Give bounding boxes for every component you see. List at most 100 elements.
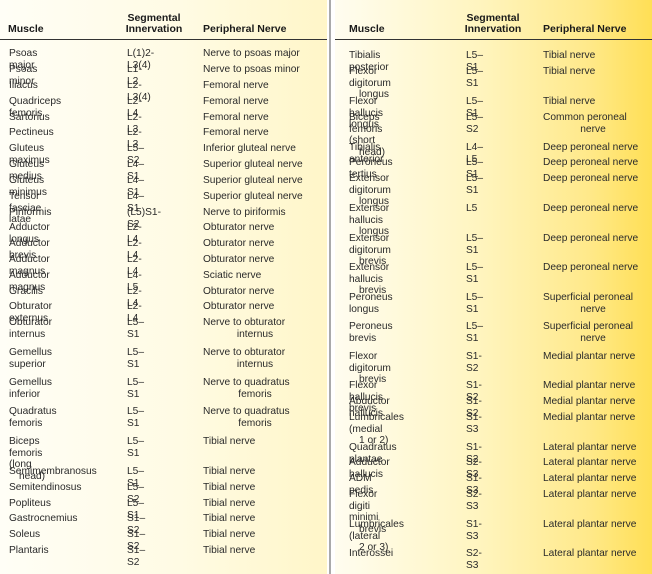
segmental-innervation: (L5)S1-S2 (127, 207, 161, 230)
muscle-name: Flexor digitorum (349, 66, 391, 89)
muscle-name: Flexor hallucis brevis (349, 380, 383, 414)
muscle-cell: Lumbricales (lateral 2 or 3) (349, 519, 404, 554)
peripheral-nerve: Lateral plantar nerve (543, 519, 643, 531)
segmental-innervation: L2-L4 (127, 254, 142, 277)
segmental-innervation: L5–S1 (466, 157, 483, 180)
segmental-innervation: L5–S1 (127, 377, 144, 400)
segmental-innervation: L2-L4 (127, 286, 142, 309)
segmental-innervation: L5–S1 (466, 262, 483, 285)
peripheral-nerve: Nerve to obturator internus (203, 317, 307, 340)
muscle-cell: Flexor digitorum longus (349, 66, 391, 101)
muscle-cell: Interossei (349, 548, 393, 560)
nerve-name: Lateral plantar nerve (543, 442, 637, 453)
muscle-name: Flexor digitorum (349, 351, 391, 374)
segmental-innervation: L5–S1 (466, 292, 483, 315)
right-panel (335, 0, 652, 574)
muscle-cell: Quadriceps femoris (9, 96, 61, 119)
nerve-name: Nerve to piriformis (203, 207, 286, 218)
nerve-name: Nerve to psoas minor (203, 64, 300, 75)
muscle-cell: Quadratus femoris (9, 406, 57, 429)
muscle-cell: Psoas major (9, 48, 37, 71)
segmental-innervation: L2-L3 (127, 112, 142, 135)
muscle-cell: Obturator internus (9, 317, 52, 340)
peripheral-nerve: Nerve to piriformis (203, 207, 307, 219)
muscle-cell: Biceps femoris (long head) (9, 436, 45, 482)
muscle-cell: Adductor hallucis (349, 457, 390, 480)
muscle-cell: Gracilis (9, 286, 43, 298)
segmental-innervation: L4–L5 (466, 142, 483, 165)
muscle-cell: Extensor hallucis brevis (349, 262, 389, 297)
muscle-name-continued: 2 or 3) (359, 542, 389, 553)
segmental-innervation: L5–S1 (127, 466, 144, 489)
header-segmental-line2: Innervation (464, 23, 522, 35)
peripheral-nerve: Medial plantar nerve (543, 396, 643, 408)
segmental-innervation: S1–S2 (127, 513, 146, 536)
muscle-name: Semitendinosus (9, 482, 82, 493)
muscle-name: Adductor hallucis (349, 457, 390, 480)
muscle-name: Adductor longus (9, 222, 50, 245)
nerve-name-continued: femoris (238, 417, 272, 429)
muscle-name: Abductor hallucis (349, 396, 390, 419)
header-segmental-line2: Innervation (125, 23, 183, 35)
nerve-name: Lateral plantar nerve (543, 457, 637, 468)
header-segmental-line1: Segmental (127, 12, 181, 24)
nerve-name: Deep peroneal nerve (543, 233, 639, 244)
muscle-cell: ADM pedis (349, 473, 373, 496)
nerve-name: Lateral plantar nerve (543, 489, 637, 500)
muscle-name: Gluteus medius (9, 159, 45, 182)
muscle-name: Lumbricales (medial (349, 412, 404, 435)
peripheral-nerve: Tibial nerve (203, 545, 307, 557)
nerve-name: Superficial peroneal (543, 321, 634, 332)
nerve-name-continued: nerve (580, 123, 606, 135)
muscle-name: Gluteus maximus (9, 143, 50, 166)
muscle-cell: Extensor hallucis longus (349, 203, 389, 238)
muscle-name-continued: brevis (359, 374, 387, 385)
peripheral-nerve: Lateral plantar nerve (543, 473, 643, 485)
peripheral-nerve: Medial plantar nerve (543, 412, 643, 424)
nerve-name: Femoral nerve (203, 80, 269, 91)
muscle-cell: Peroneus brevis (349, 321, 393, 344)
nerve-name: Lateral plantar nerve (543, 548, 637, 559)
muscle-cell: Popliteus (9, 498, 51, 510)
muscle-cell: Abductor hallucis (349, 396, 390, 419)
nerve-name: Nerve to obturator (203, 347, 286, 358)
segmental-innervation: L5 (466, 203, 478, 214)
nerve-name: Medial plantar nerve (543, 380, 636, 391)
peripheral-nerve: Femoral nerve (203, 80, 307, 92)
muscle-name: Gluteus minimus (9, 175, 47, 198)
header-segmental: Segmental Innervation (122, 13, 186, 35)
peripheral-nerve: Lateral plantar nerve (543, 457, 643, 469)
header-segmental-line1: Segmental (466, 12, 520, 24)
segmental-innervation: S1–S2 (127, 529, 146, 552)
segmental-innervation: S1-S2 (466, 396, 482, 419)
muscle-name: Gemellus inferior (9, 377, 53, 400)
peripheral-nerve: Superior gluteal nerve (203, 175, 307, 187)
segmental-innervation: L2-L4 (127, 301, 142, 324)
muscle-cell: Tensor fasciae latae (9, 191, 41, 226)
nerve-name-continued: nerve (580, 332, 606, 344)
muscle-cell: Flexor hallucis brevis (349, 380, 383, 415)
muscle-cell: Psoas minor (9, 64, 37, 87)
nerve-name: Tibial nerve (543, 96, 596, 107)
peripheral-nerve: Deep peroneal nerve (543, 233, 643, 245)
nerve-name: Sciatic nerve (203, 270, 262, 281)
nerve-name-continued: femoris (238, 388, 272, 400)
peripheral-nerve: Femoral nerve (203, 96, 307, 108)
muscle-name: Adductor brevis (9, 238, 50, 261)
nerve-name: Femoral nerve (203, 96, 269, 107)
peripheral-nerve: Medial plantar nerve (543, 351, 643, 363)
nerve-name: Deep peroneal nerve (543, 173, 639, 184)
muscle-cell: Lumbricales (medial 1 or 2) (349, 412, 404, 447)
muscle-cell: Semitendinosus (9, 482, 82, 494)
nerve-name: Obturator nerve (203, 301, 275, 312)
peripheral-nerve: Tibial nerve (203, 498, 307, 510)
nerve-name: Obturator nerve (203, 286, 275, 297)
muscle-cell: Quadratus plantae (349, 442, 397, 465)
peripheral-nerve: Femoral nerve (203, 127, 307, 139)
muscle-name: Popliteus (9, 498, 51, 509)
peripheral-nerve: Nerve to quadratus femoris (203, 406, 307, 429)
muscle-cell: Gemellus superior (9, 347, 52, 370)
muscle-name-continued: head) (19, 470, 46, 482)
peripheral-nerve: Tibial nerve (203, 513, 307, 525)
muscle-cell: Soleus (9, 529, 40, 541)
